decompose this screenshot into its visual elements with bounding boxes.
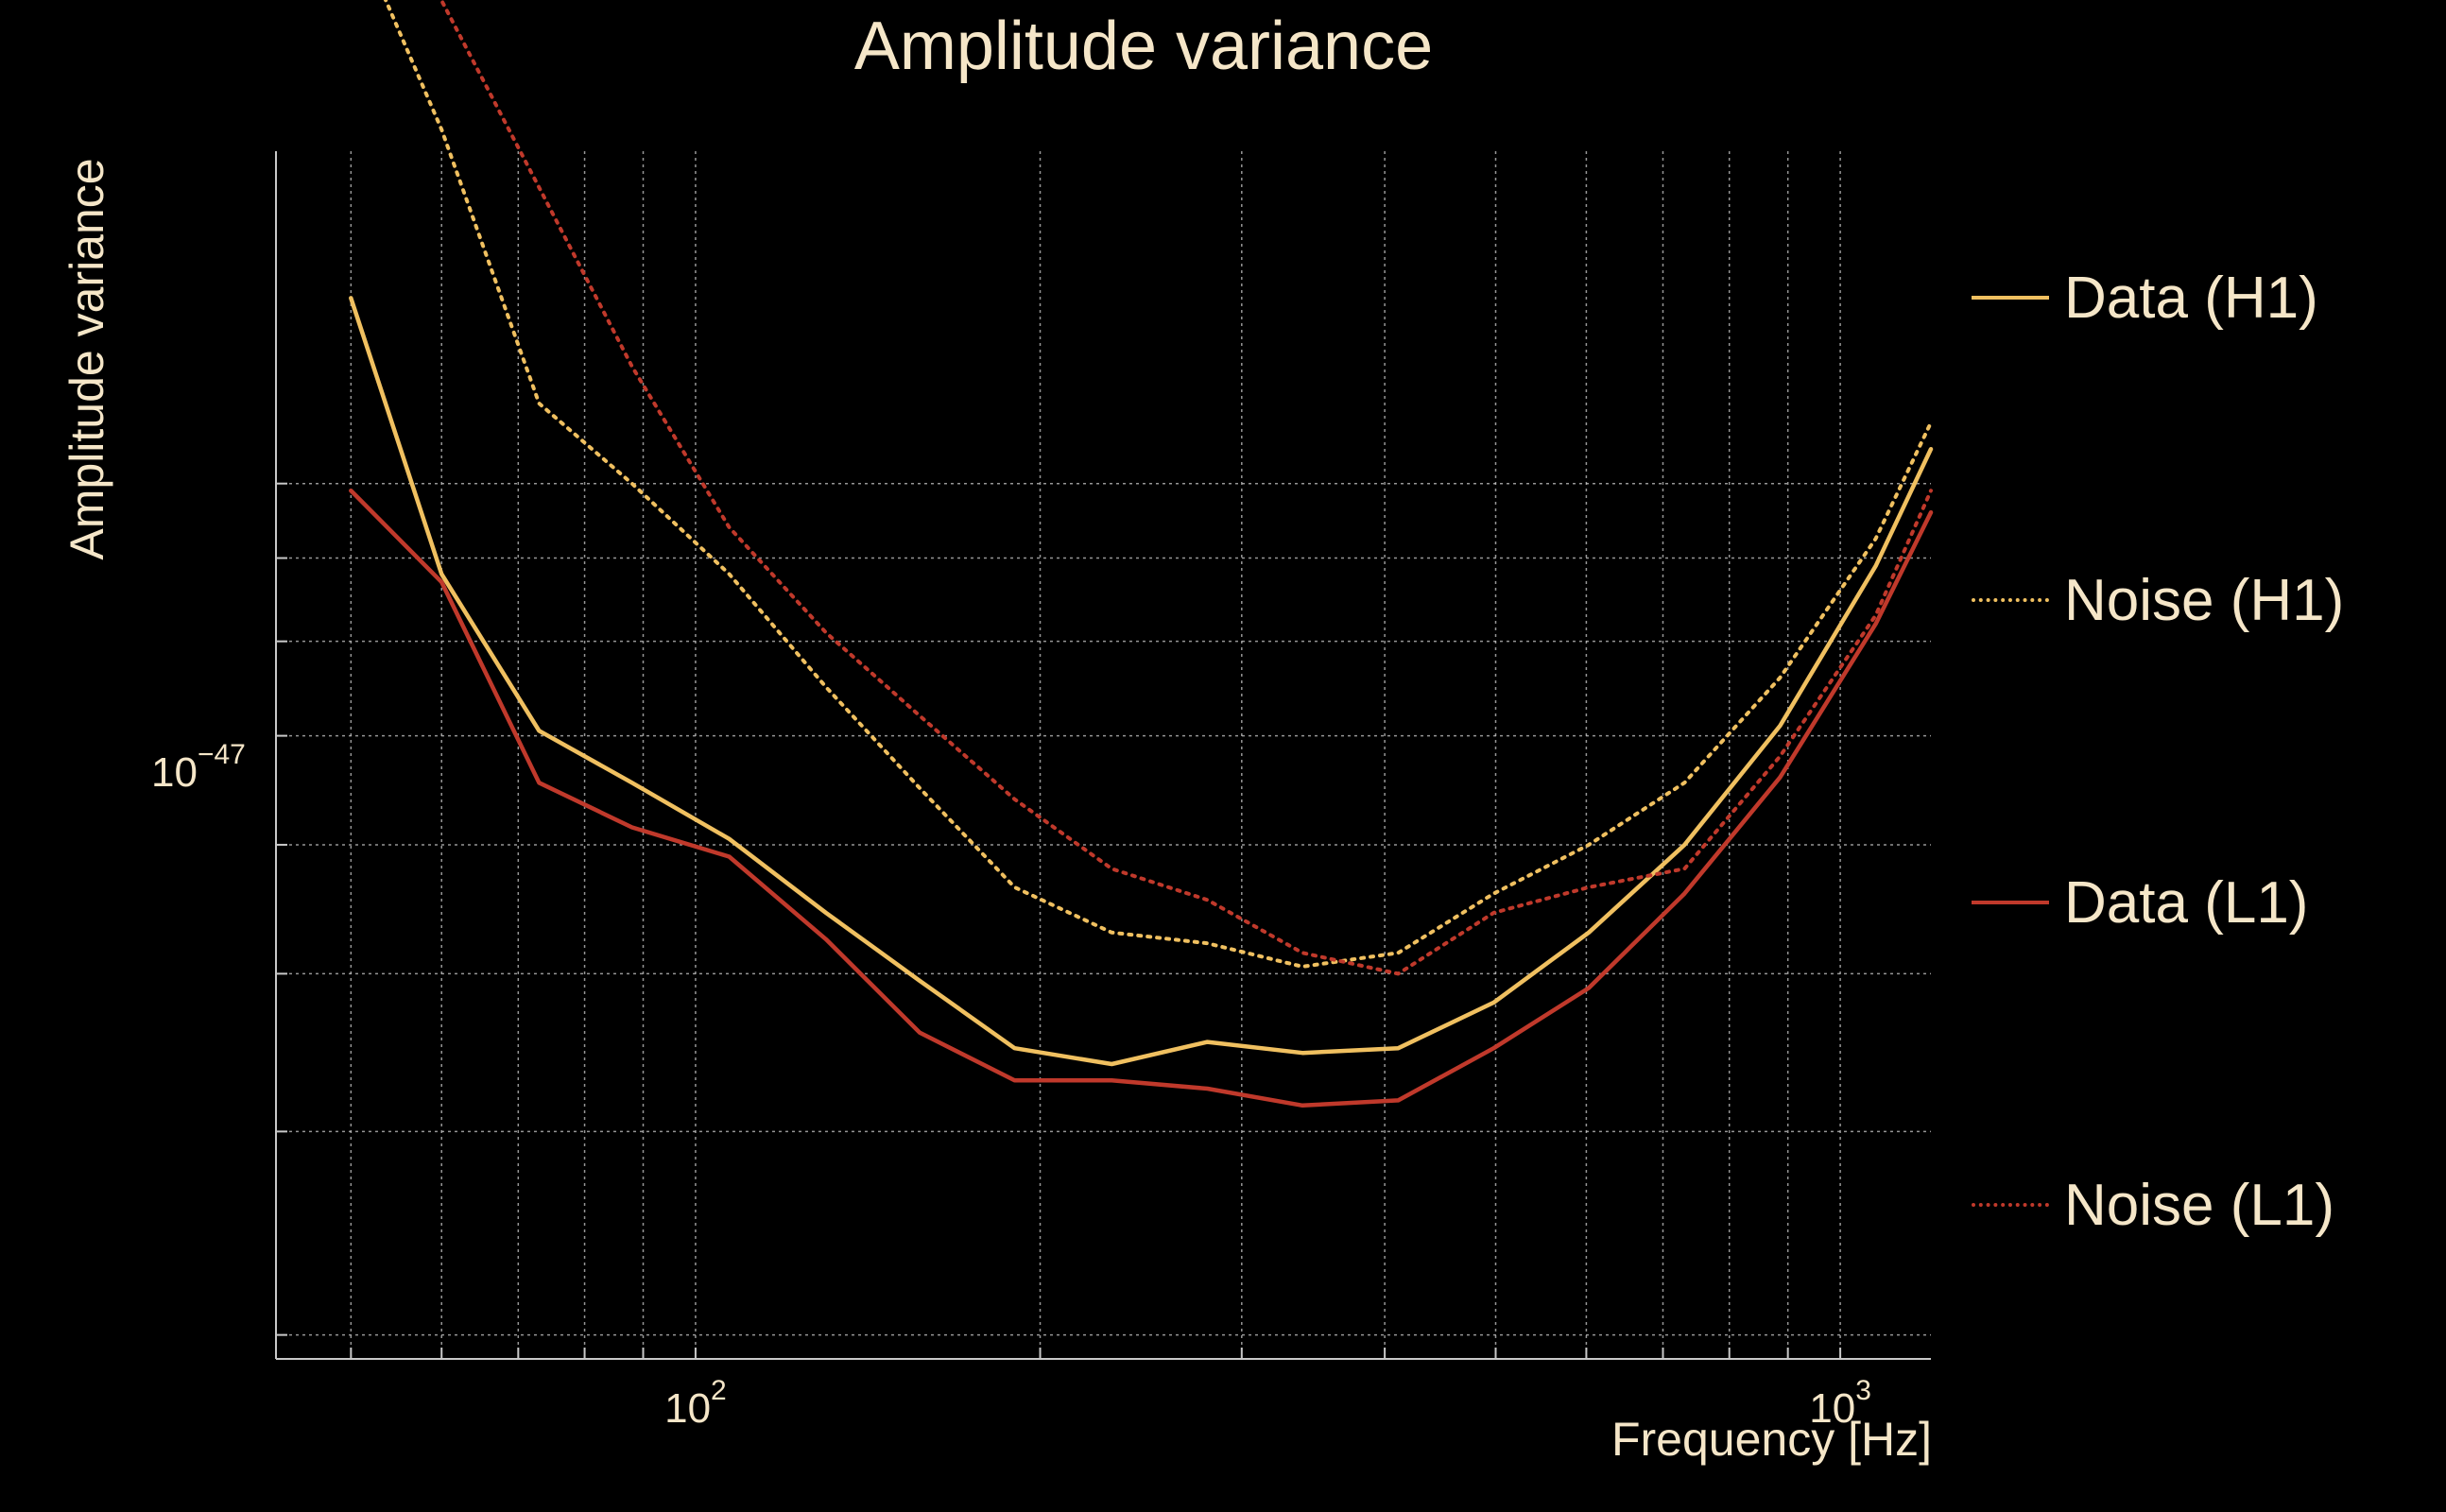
- legend-item-noise-h1[interactable]: Noise (H1): [1972, 562, 2344, 638]
- series-line-noise-h1: [383, 0, 1933, 969]
- legend-label: Data (L1): [2064, 869, 2309, 936]
- x-tick-label: 102: [664, 1375, 727, 1432]
- legend-swatch: [1972, 598, 2049, 602]
- chart-title: Amplitude variance: [853, 9, 1434, 84]
- y-tick-label: 10−47: [151, 739, 246, 796]
- x-tick-label: 103: [1809, 1375, 1871, 1432]
- legend-swatch: [1972, 1203, 2049, 1207]
- legend-label: Noise (H1): [2064, 567, 2345, 633]
- grid: [276, 151, 1931, 1359]
- legend-label: Noise (L1): [2064, 1172, 2334, 1238]
- legend-item-data-h1[interactable]: Data (H1): [1972, 260, 2318, 335]
- y-axis-label: Amplitude variance: [60, 158, 113, 560]
- legend-label: Data (H1): [2064, 265, 2318, 331]
- legend-item-noise-l1[interactable]: Noise (L1): [1972, 1167, 2334, 1243]
- legend-swatch: [1972, 296, 2049, 300]
- axes-frame: [275, 151, 1931, 1360]
- legend-swatch: [1972, 901, 2049, 904]
- legend-item-data-l1[interactable]: Data (L1): [1972, 865, 2308, 940]
- plot-area: [349, 0, 1934, 1108]
- x-axis-label: Frequency [Hz]: [1611, 1413, 1932, 1466]
- series-line-noise-l1: [439, 0, 1933, 976]
- series-line-data-l1: [349, 488, 1934, 1108]
- series-line-data-h1: [349, 296, 1934, 1067]
